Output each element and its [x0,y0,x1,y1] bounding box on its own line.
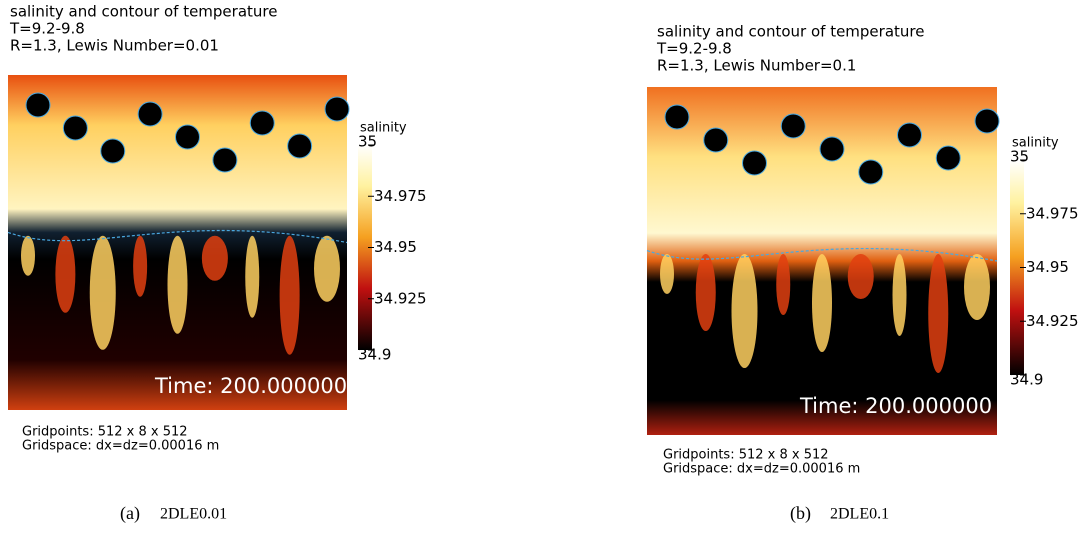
temperature-contour [7,229,348,244]
plume-head [780,113,806,139]
colorbar-label: salinity [1012,136,1059,151]
time-label: Time: 200.000000 [154,374,347,398]
plot-title: R=1.3, Lewis Number=0.1 [657,57,856,75]
plume [201,235,228,281]
colorbar-tick-label: 34.925 [374,289,427,307]
plume-head [742,150,767,176]
grid-info: Gridpoints: 512 x 8 x 512 [22,425,188,440]
colorbar-tick-label: 35 [1010,148,1029,166]
plume [167,235,188,334]
colorbar-tick-label: 34.9 [358,346,391,364]
plume [279,235,300,355]
plume-head [935,145,961,171]
colorbar-tick-label: 34.95 [374,238,417,256]
plume [812,254,832,353]
caption-label: (b) [790,503,811,524]
temperature-contour [646,248,998,262]
plume-head [62,115,88,141]
plot-title: T=9.2-9.8 [656,40,732,58]
grid-info: Gridpoints: 512 x 8 x 512 [663,448,829,463]
plume [695,254,716,332]
caption-name: 2DLE0.1 [830,506,889,523]
plume [660,254,674,295]
plume-head [287,133,313,159]
plume-head [703,127,729,153]
plume-head [664,104,690,130]
plot-title: salinity and contour of temperature [10,3,277,21]
plume-head [100,138,126,164]
plume-head [212,147,238,173]
plume-head [25,92,51,118]
grid-info: Gridspace: dx=dz=0.00016 m [22,439,219,454]
plume-head [249,110,275,136]
plume-head [858,159,884,185]
grid-info: Gridspace: dx=dz=0.00016 m [663,462,860,477]
colorbar-tick-label: 34.975 [374,187,427,205]
plume-head [897,122,922,148]
plume [314,235,340,302]
plume [776,254,791,316]
plume [89,235,116,350]
plume [892,254,907,337]
colorbar-tick-label: 34.95 [1026,258,1069,276]
plot-title: R=1.3, Lewis Number=0.01 [10,37,219,55]
caption-label: (a) [120,503,140,524]
plume-head [974,108,1000,134]
plume-head [324,96,350,122]
plume-head [137,101,163,127]
plot-title: salinity and contour of temperature [657,23,924,41]
plume [55,235,76,313]
plume [964,254,990,321]
caption-name: 2DLE0.01 [160,506,227,523]
plot-title: T=9.2-9.8 [9,20,85,38]
plume [21,235,35,276]
plume-head [819,136,845,162]
plume [245,235,260,318]
colorbar-tick-label: 34.925 [1026,312,1079,330]
plume-head [175,124,200,150]
plume [731,254,758,369]
plume [928,254,949,374]
colorbar-tick-label: 34.975 [1026,204,1079,222]
colorbar-label: salinity [360,121,407,136]
colorbar-tick-label: 34.9 [1010,371,1043,389]
time-label: Time: 200.000000 [799,394,992,418]
plume [133,235,148,297]
plume [847,254,874,300]
colorbar-tick-label: 35 [358,133,377,151]
